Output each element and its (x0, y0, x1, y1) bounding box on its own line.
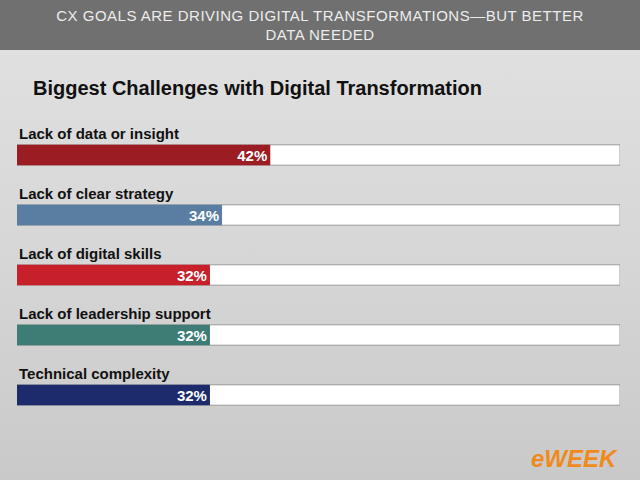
svg-text:34%: 34% (189, 207, 219, 224)
svg-text:42%: 42% (237, 147, 267, 164)
svg-text:Lack of clear strategy: Lack of clear strategy (19, 185, 174, 202)
html-text:DATA NEEDED: DATA NEEDED (265, 26, 375, 43)
svg-text:32%: 32% (177, 327, 207, 344)
svg-text:32%: 32% (177, 387, 207, 404)
svg-text:Lack of leadership support: Lack of leadership support (19, 305, 211, 322)
svg-text:Lack of data or insight: Lack of data or insight (19, 125, 179, 142)
svg-text:32%: 32% (177, 267, 207, 284)
svg-text:eWEEK: eWEEK (531, 445, 618, 472)
svg-text:Lack of digital skills: Lack of digital skills (19, 245, 162, 262)
svg-text:Biggest Challenges with Digita: Biggest Challenges with Digital Transfor… (33, 77, 482, 99)
svg-text:Technical complexity: Technical complexity (19, 365, 170, 382)
html-text:CX GOALS ARE DRIVING DIGITAL T: CX GOALS ARE DRIVING DIGITAL TRANSFORMAT… (56, 7, 584, 24)
